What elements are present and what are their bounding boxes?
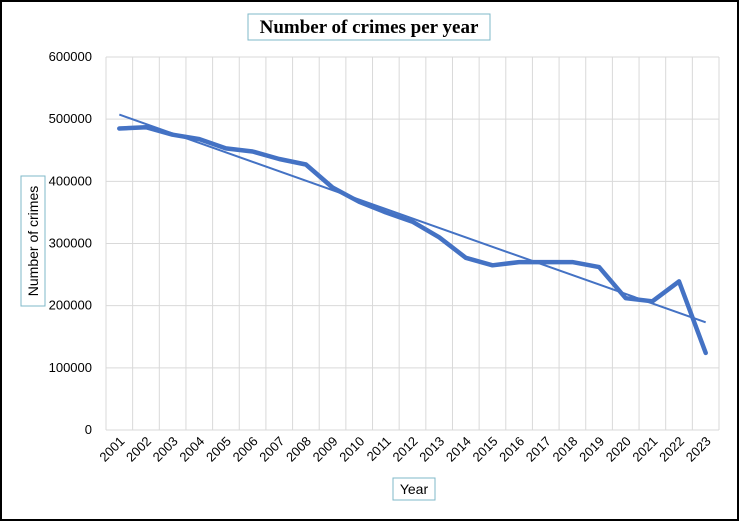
x-tick-label: 2015 bbox=[470, 434, 501, 465]
x-tick-label: 2019 bbox=[576, 434, 607, 465]
x-tick-label: 2016 bbox=[496, 434, 527, 465]
x-tick-label: 2011 bbox=[364, 434, 394, 464]
y-axis-title: Number of crimes bbox=[25, 186, 41, 296]
x-axis-title-box bbox=[392, 477, 436, 501]
gridlines bbox=[105, 56, 720, 431]
x-tick-label: 2010 bbox=[336, 434, 367, 465]
y-tick-label: 100000 bbox=[49, 360, 92, 375]
x-tick-label: 2007 bbox=[256, 434, 287, 465]
series-line bbox=[117, 124, 708, 356]
y-tick-labels: 0 100000 200000 300000 400000 500000 600000 bbox=[49, 49, 92, 437]
x-tick-label: 2001 bbox=[96, 434, 127, 465]
x-tick-label: 2022 bbox=[656, 434, 687, 465]
x-tick-label: 2006 bbox=[230, 434, 261, 465]
y-axis-title-box bbox=[20, 175, 46, 307]
x-tick-label: 2013 bbox=[416, 434, 447, 465]
y-tick-label: 0 bbox=[85, 422, 92, 437]
y-tick-label: 400000 bbox=[49, 173, 92, 188]
x-tick-label: 2009 bbox=[310, 434, 341, 465]
y-tick-label: 500000 bbox=[49, 111, 92, 126]
x-tick-label: 2018 bbox=[549, 434, 580, 465]
x-axis-title: Year bbox=[400, 481, 429, 497]
x-tick-label: 2017 bbox=[523, 434, 554, 465]
y-tick-label: 600000 bbox=[49, 49, 92, 64]
chart-title-box bbox=[247, 13, 491, 41]
x-tick-label: 2012 bbox=[390, 434, 421, 465]
y-tick-label: 200000 bbox=[49, 298, 92, 313]
x-tick-label: 2005 bbox=[203, 434, 234, 465]
series-layer bbox=[117, 113, 708, 356]
trendline bbox=[118, 113, 707, 324]
x-tick-label: 2014 bbox=[443, 434, 474, 465]
x-tick-label: 2021 bbox=[629, 434, 660, 465]
x-tick-label: 2023 bbox=[683, 434, 714, 465]
x-tick-label: 2002 bbox=[123, 434, 154, 465]
x-tick-labels: 2001200220032004200520062007200820092010… bbox=[96, 434, 713, 465]
x-tick-label: 2003 bbox=[150, 434, 181, 465]
y-tick-label: 300000 bbox=[49, 236, 92, 251]
chart-title: Number of crimes per year bbox=[260, 17, 479, 38]
x-tick-label: 2004 bbox=[176, 434, 207, 465]
x-tick-label: 2008 bbox=[283, 434, 314, 465]
x-tick-label: 2020 bbox=[603, 434, 634, 465]
